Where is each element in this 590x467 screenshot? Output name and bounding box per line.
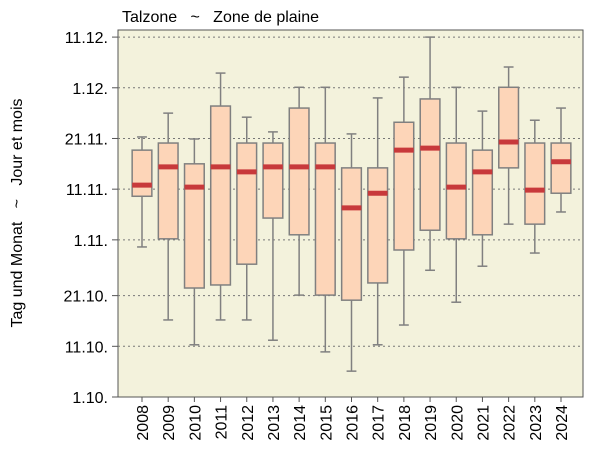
box [367, 167, 389, 284]
y-tick-label: 21.11. [65, 131, 108, 148]
x-tick-label: 2016 [345, 405, 362, 441]
x-tick-label: 2009 [161, 405, 178, 441]
x-tick-label: 2008 [135, 405, 152, 441]
box [183, 163, 205, 289]
y-tick-label: 1.12. [72, 81, 108, 98]
box [157, 142, 179, 240]
box [131, 149, 153, 198]
x-tick-label: 2022 [502, 405, 519, 441]
y-tick-label: 1.10. [72, 390, 108, 407]
box [471, 149, 494, 236]
x-tick-label: 2010 [187, 405, 204, 441]
x-tick-label: 2024 [554, 405, 571, 441]
x-tick-label: 2014 [292, 405, 309, 441]
box [393, 121, 415, 251]
box [524, 142, 546, 225]
y-tick-label: 11.10. [65, 339, 108, 356]
box [314, 142, 336, 296]
y-tick-label: 11.12. [65, 30, 108, 47]
y-axis-label: Tag und Monat ~ Jour et mois [9, 98, 26, 327]
chart-title: Talzone ~ Zone de plaine [122, 9, 319, 26]
box [262, 142, 284, 219]
box [340, 167, 363, 301]
x-tick-label: 2018 [397, 405, 414, 441]
x-tick-label: 2020 [449, 405, 466, 441]
x-tick-label: 2015 [318, 405, 335, 441]
box [236, 142, 258, 265]
box [209, 105, 232, 286]
x-tick-label: 2019 [423, 405, 440, 441]
box [498, 86, 520, 169]
box [445, 142, 467, 240]
box [419, 98, 441, 231]
x-tick-label: 2012 [240, 405, 257, 441]
x-tick-label: 2011 [214, 405, 231, 440]
x-tick-label: 2023 [528, 405, 545, 441]
y-tick-label: 11.11. [66, 182, 108, 199]
x-tick-label: 2021 [475, 405, 492, 441]
box [288, 107, 310, 236]
box [550, 142, 572, 194]
x-tick-label: 2017 [371, 405, 388, 441]
x-tick-label: 2013 [266, 405, 283, 441]
y-tick-label: 21.10. [64, 289, 108, 306]
y-tick-label: 1.11. [74, 233, 108, 250]
